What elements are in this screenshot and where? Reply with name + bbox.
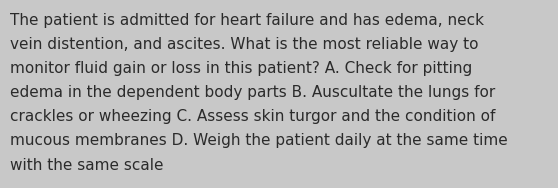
Text: The patient is admitted for heart failure and has edema, neck: The patient is admitted for heart failur…: [10, 13, 484, 28]
Text: with the same scale: with the same scale: [10, 158, 163, 173]
Text: crackles or wheezing C. Assess skin turgor and the condition of: crackles or wheezing C. Assess skin turg…: [10, 109, 496, 124]
Text: monitor fluid gain or loss in this patient? A. Check for pitting: monitor fluid gain or loss in this patie…: [10, 61, 472, 76]
Text: vein distention, and ascites. What is the most reliable way to: vein distention, and ascites. What is th…: [10, 37, 479, 52]
Text: mucous membranes D. Weigh the patient daily at the same time: mucous membranes D. Weigh the patient da…: [10, 133, 508, 149]
Text: edema in the dependent body parts B. Auscultate the lungs for: edema in the dependent body parts B. Aus…: [10, 85, 496, 100]
